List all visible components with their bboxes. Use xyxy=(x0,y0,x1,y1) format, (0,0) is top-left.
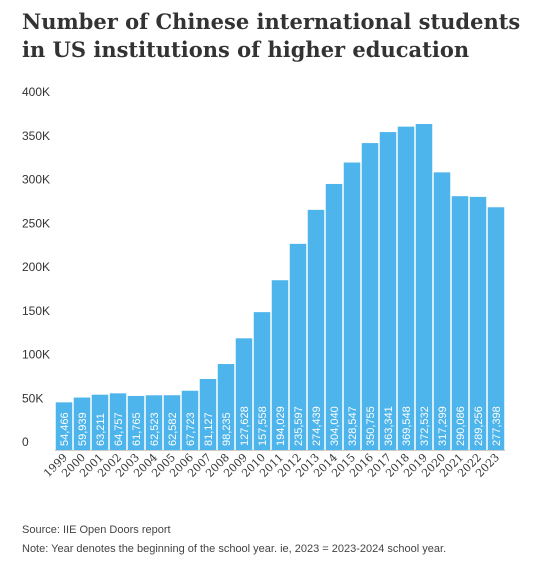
y-tick-label: 0 xyxy=(22,435,29,449)
y-tick-label: 150K xyxy=(22,304,50,318)
bar-value-label: 127,628 xyxy=(239,406,251,446)
bar-value-label: 289,256 xyxy=(473,406,485,446)
bar-value-label: 98,235 xyxy=(221,412,233,446)
y-tick-label: 200K xyxy=(22,260,50,274)
bar-value-label: 290,086 xyxy=(455,406,467,446)
chart-title: Number of Chinese international students… xyxy=(22,9,521,62)
bar xyxy=(379,132,397,450)
bar-value-label: 61,765 xyxy=(131,412,143,446)
bar xyxy=(163,395,181,450)
bar xyxy=(361,143,379,451)
y-tick-label: 250K xyxy=(22,216,50,230)
bar-value-label: 64,757 xyxy=(113,412,125,446)
bar xyxy=(343,162,361,451)
bar xyxy=(73,397,91,450)
bar-value-label: 54,466 xyxy=(59,412,71,446)
bar xyxy=(487,207,505,450)
bar xyxy=(289,243,307,450)
bar-value-label: 194,029 xyxy=(275,406,287,446)
bar xyxy=(145,395,163,450)
bar-value-label: 157,558 xyxy=(257,406,269,446)
bar xyxy=(271,280,289,450)
bar-value-label: 369,548 xyxy=(401,406,413,446)
bar-value-label: 277,398 xyxy=(491,406,503,446)
bar xyxy=(109,393,127,450)
bar-value-label: 317,299 xyxy=(437,406,449,446)
bar xyxy=(235,338,253,450)
bar-chart: 0 50K 100K 150K 200K 250K 300K 350K 400K 54,466 19… xyxy=(22,85,505,480)
bar xyxy=(91,394,109,450)
y-tick-label: 400K xyxy=(22,85,50,99)
source-note: Source: IIE Open Doors report xyxy=(22,524,171,536)
bar xyxy=(181,390,199,450)
bar xyxy=(55,402,73,450)
bar-value-label: 363,341 xyxy=(383,406,395,446)
bar-value-label: 328,547 xyxy=(347,406,359,446)
bar xyxy=(307,209,325,450)
bar-value-label: 62,523 xyxy=(149,412,161,446)
y-tick-label: 300K xyxy=(22,173,50,187)
bar-value-label: 372,532 xyxy=(419,406,431,446)
bar xyxy=(127,395,145,450)
bar xyxy=(217,364,235,450)
bar-value-label: 81,127 xyxy=(203,412,215,446)
y-tick-label: 100K xyxy=(22,348,50,362)
bar xyxy=(199,379,217,450)
bar-value-label: 62,582 xyxy=(167,412,179,446)
bar xyxy=(415,124,433,451)
bar-value-label: 67,723 xyxy=(185,412,197,446)
y-tick-label: 50K xyxy=(22,391,43,405)
bar-value-label: 63,211 xyxy=(95,413,107,446)
bar xyxy=(253,312,271,450)
bar-value-label: 274,439 xyxy=(311,406,323,446)
bar xyxy=(325,183,343,450)
bar-value-label: 59,939 xyxy=(77,412,89,446)
bar xyxy=(433,172,451,450)
bar xyxy=(451,196,469,450)
bar-value-label: 350,755 xyxy=(365,406,377,446)
bar-value-label: 235,597 xyxy=(293,406,305,446)
bar xyxy=(397,126,415,450)
bar xyxy=(469,196,487,450)
y-tick-label: 350K xyxy=(22,129,50,143)
footnote: Note: Year denotes the beginning of the … xyxy=(22,543,447,555)
bar-value-label: 304,040 xyxy=(329,406,341,446)
